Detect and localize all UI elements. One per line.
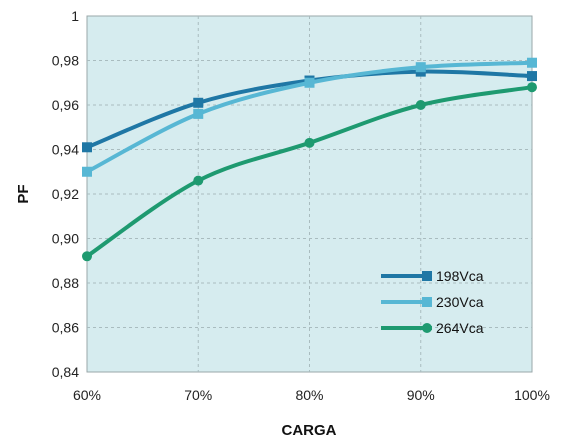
y-tick-label: 0,90	[52, 231, 79, 247]
data-point-264vca	[193, 175, 204, 186]
data-point-230vca	[193, 108, 204, 119]
data-point-198vca	[527, 71, 537, 82]
data-point-230vca	[415, 62, 426, 73]
y-tick-label: 0,88	[52, 275, 79, 291]
legend: 198Vca 230Vca 264Vca	[381, 268, 484, 336]
legend-label-230vca: 230Vca	[436, 294, 484, 310]
data-point-230vca	[527, 57, 537, 68]
legend-item-264vca: 264Vca	[381, 320, 484, 336]
series-lines	[82, 57, 537, 262]
data-point-264vca	[82, 251, 92, 262]
data-point-264vca	[415, 100, 426, 110]
series-230vca	[82, 57, 537, 177]
data-point-264vca	[527, 82, 537, 93]
data-point-264vca	[304, 137, 315, 148]
y-tick-label: 0,96	[52, 97, 79, 113]
legend-marker-230vca	[422, 297, 432, 307]
data-point-230vca	[304, 77, 315, 88]
y-tick-label: 0,92	[52, 186, 79, 202]
y-tick-label: 0,86	[52, 320, 79, 336]
x-tick-label: 80%	[295, 387, 323, 403]
x-tick-label: 100%	[514, 387, 550, 403]
legend-marker-264vca	[422, 323, 432, 333]
tick-labels: 0,84 0,86 0,88 0,90 0,92 0,94 0,96 0,98 1 60% 70% 8…	[52, 8, 550, 403]
x-tick-label: 70%	[184, 387, 212, 403]
series-264vca	[82, 82, 537, 262]
x-tick-label: 90%	[407, 387, 435, 403]
legend-label-198vca: 198Vca	[436, 268, 484, 284]
y-axis-label: PF	[15, 184, 32, 203]
x-axis-label: CARGA	[282, 422, 337, 439]
x-tick-label: 60%	[73, 387, 101, 403]
y-tick-label: 0,98	[52, 53, 79, 69]
y-tick-label: 1	[71, 8, 79, 24]
y-tick-label: 0,94	[52, 142, 79, 158]
legend-item-230vca: 230Vca	[381, 294, 484, 310]
legend-item-198vca: 198Vca	[381, 268, 484, 284]
legend-marker-198vca	[422, 271, 432, 281]
grid-lines	[87, 16, 532, 372]
data-point-198vca	[193, 97, 204, 108]
y-tick-label: 0,84	[52, 364, 79, 380]
data-point-230vca	[82, 166, 92, 177]
data-point-198vca	[82, 142, 92, 153]
legend-label-264vca: 264Vca	[436, 320, 484, 336]
